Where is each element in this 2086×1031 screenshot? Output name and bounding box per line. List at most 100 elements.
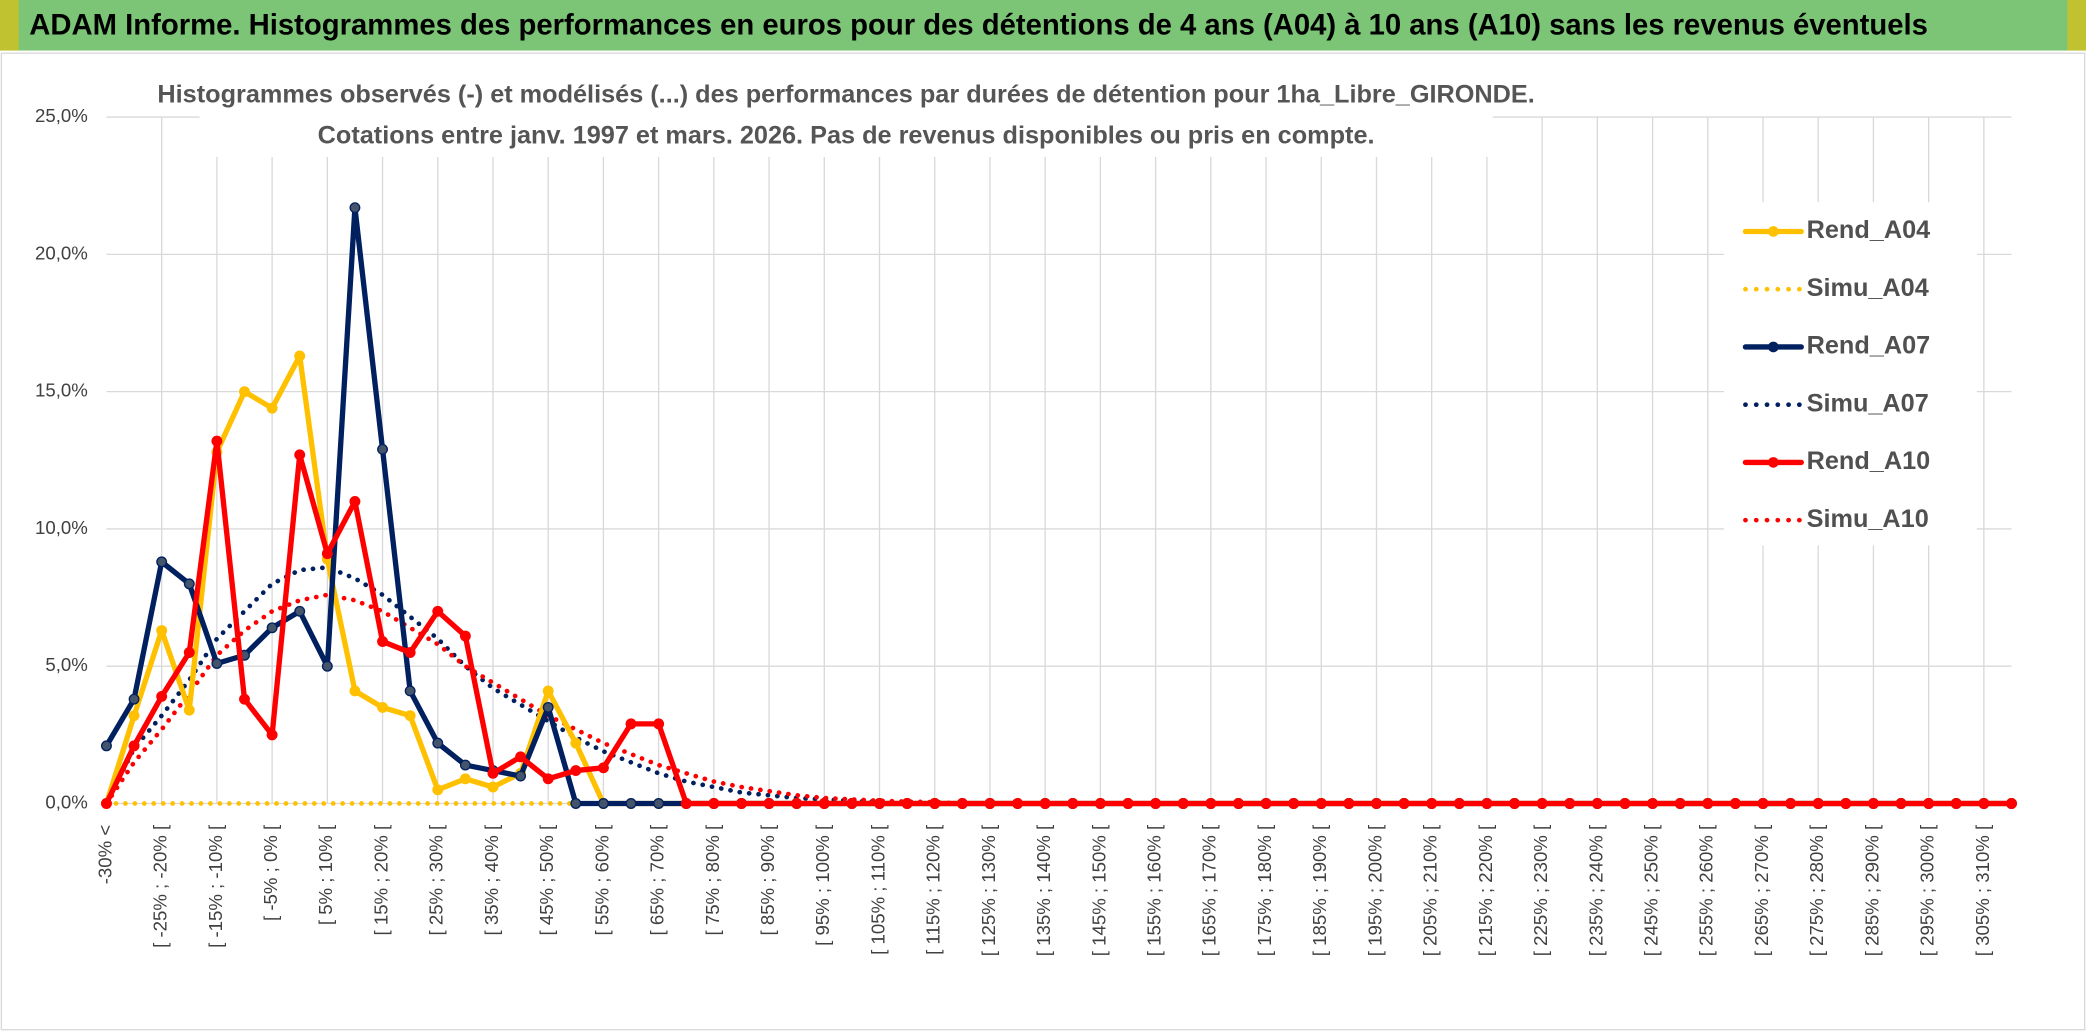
data-point [100,798,112,809]
data-point [377,443,388,455]
data-point [1564,798,1576,809]
data-point [321,548,333,560]
data-point [2006,798,2017,809]
data-point [1950,798,1962,809]
data-point [570,765,582,777]
data-point [1702,798,1714,809]
data-point [1729,798,1741,809]
y-tick-label: 25,0% [35,105,88,126]
x-tick-label: [ 245% ; 250% [ [1640,824,1661,956]
legend-label: Simu_A10 [1807,505,1929,533]
data-point [653,798,665,809]
data-point [763,798,775,809]
x-tick-label: -30% < [94,825,115,884]
data-point [1094,798,1106,809]
data-point [1895,798,1907,809]
header-title: ADAM Informe. Histogrammes des performan… [29,9,1928,41]
data-point [1177,798,1189,809]
data-point [1536,798,1548,809]
x-tick-label: [ 155% ; 160% [ [1144,824,1165,956]
data-point [377,636,388,647]
data-point [984,798,996,809]
data-point [100,740,112,752]
data-point [515,770,527,782]
data-point [1315,798,1327,809]
data-point [597,798,609,809]
legend-marker [1768,341,1779,353]
data-line [103,438,2015,807]
data-point [791,798,803,809]
data-point [266,729,278,741]
data-point [1923,798,1935,809]
data-point [1067,798,1079,809]
data-point [1398,798,1410,809]
data-point [1343,798,1355,809]
data-point [128,693,140,705]
x-tick-label: [ 85% ; 90% [ [757,824,778,936]
data-point [1122,798,1134,809]
data-point [570,798,582,809]
data-point [597,762,609,774]
y-tick-label: 10,0% [35,517,88,538]
x-tick-label: [ 275% ; 280% [ [1806,824,1827,956]
data-point [1647,798,1659,809]
legend-marker [1768,226,1779,237]
y-tick-label: 20,0% [35,242,88,263]
x-tick-label: [ 95% ; 100% [ [812,824,833,946]
legend-marker [1768,457,1779,468]
data-point [515,751,527,763]
data-point [459,773,471,785]
x-tick-label: [ 215% ; 220% [ [1475,824,1496,956]
data-point [377,701,388,713]
x-tick-label: [ 25% ; 30% [ [426,824,447,936]
data-point [1453,798,1465,809]
data-point [956,798,968,809]
data-point [266,622,278,634]
data-point [294,605,306,617]
data-point [736,798,747,809]
data-point [404,647,416,658]
legend-label: Rend_A04 [1807,216,1931,244]
x-tick-label: [ 15% ; 20% [ [370,824,391,936]
data-point [1757,798,1769,809]
x-tick-label: [ 35% ; 40% [ [481,824,502,936]
data-point [239,693,250,705]
data-point [1867,798,1879,809]
x-tick-label: [ 55% ; 60% [ [591,824,612,936]
chart-subtitle: Cotations entre janv. 1997 et mars. 2026… [318,122,1375,150]
data-point [459,759,471,771]
x-tick-label: [ 125% ; 130% [ [978,824,999,956]
data-point [183,578,195,590]
y-tick-label: 0,0% [45,791,87,812]
legend-label: Simu_A07 [1807,389,1929,417]
x-tick-label: [ -15% ; -10% [ [205,824,226,948]
legend-label: Rend_A07 [1807,332,1931,360]
data-point [211,658,223,669]
data-point [404,685,416,697]
data-point [1205,798,1217,809]
x-tick-label: [ 255% ; 260% [ [1696,824,1717,956]
data-point [156,690,168,702]
data-point [1288,798,1300,809]
data-point [1260,798,1272,809]
x-tick-label: [ 75% ; 80% [ [702,824,723,936]
data-point [1150,798,1162,809]
data-point [294,449,306,461]
data-point [874,798,885,809]
header-corner [2067,0,2086,51]
legend-label: Simu_A04 [1807,274,1929,302]
x-tick-label: [ 285% ; 290% [ [1861,824,1882,956]
x-tick-label: [ 295% ; 300% [ [1917,824,1938,956]
data-point [1481,798,1493,809]
chart-title: Histogrammes observés (-) et modélisés (… [157,80,1534,108]
x-tick-label: [ 105% ; 110% [ [867,824,888,955]
x-tick-label: [ 165% ; 170% [ [1199,824,1220,956]
data-point [1812,798,1824,809]
data-point [349,202,361,214]
data-point [487,781,499,793]
x-tick-label: [ 45% ; 50% [ [536,824,557,936]
x-tick-label: [ 65% ; 70% [ [647,824,668,936]
x-tick-label: [ 195% ; 200% [ [1364,824,1385,956]
x-tick-label: [ 235% ; 240% [ [1585,824,1606,956]
